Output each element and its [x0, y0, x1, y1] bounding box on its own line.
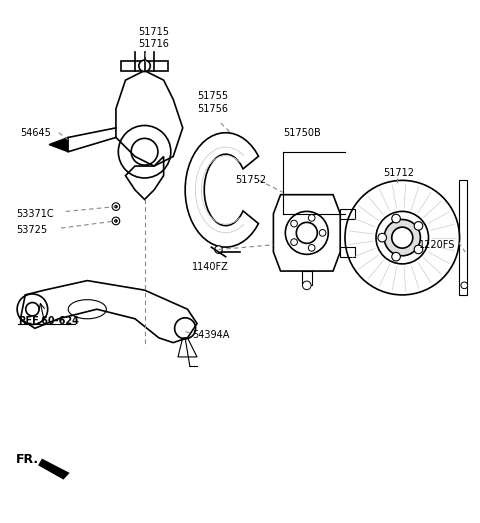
Circle shape — [319, 230, 326, 236]
Circle shape — [291, 239, 298, 245]
Circle shape — [115, 220, 117, 222]
Circle shape — [414, 222, 423, 230]
Text: 51755
51756: 51755 51756 — [197, 91, 228, 113]
Circle shape — [392, 253, 400, 261]
Text: 51712: 51712 — [383, 168, 414, 178]
Polygon shape — [38, 459, 70, 480]
Text: FR.: FR. — [16, 453, 39, 466]
Text: 51750B: 51750B — [283, 128, 321, 138]
Circle shape — [302, 281, 311, 290]
Circle shape — [308, 214, 315, 221]
Text: REF.60-624: REF.60-624 — [18, 316, 79, 326]
Circle shape — [414, 245, 423, 254]
Text: 54394A: 54394A — [192, 331, 229, 340]
Circle shape — [215, 246, 222, 253]
Circle shape — [392, 214, 400, 223]
Circle shape — [115, 205, 117, 208]
Circle shape — [392, 227, 413, 248]
Text: 1140FZ: 1140FZ — [192, 262, 229, 271]
Circle shape — [308, 245, 315, 251]
Circle shape — [112, 217, 120, 225]
Text: 53725: 53725 — [16, 225, 47, 235]
Text: 51752: 51752 — [235, 175, 266, 185]
Circle shape — [112, 203, 120, 210]
Circle shape — [384, 220, 420, 256]
Text: 53371C: 53371C — [16, 209, 53, 219]
Circle shape — [461, 282, 468, 289]
Text: 51715
51716: 51715 51716 — [139, 27, 169, 49]
Circle shape — [139, 60, 150, 72]
Circle shape — [291, 220, 298, 227]
Text: 1220FS: 1220FS — [419, 240, 456, 250]
Polygon shape — [49, 138, 68, 152]
Text: 54645: 54645 — [21, 128, 51, 138]
Circle shape — [378, 233, 386, 242]
